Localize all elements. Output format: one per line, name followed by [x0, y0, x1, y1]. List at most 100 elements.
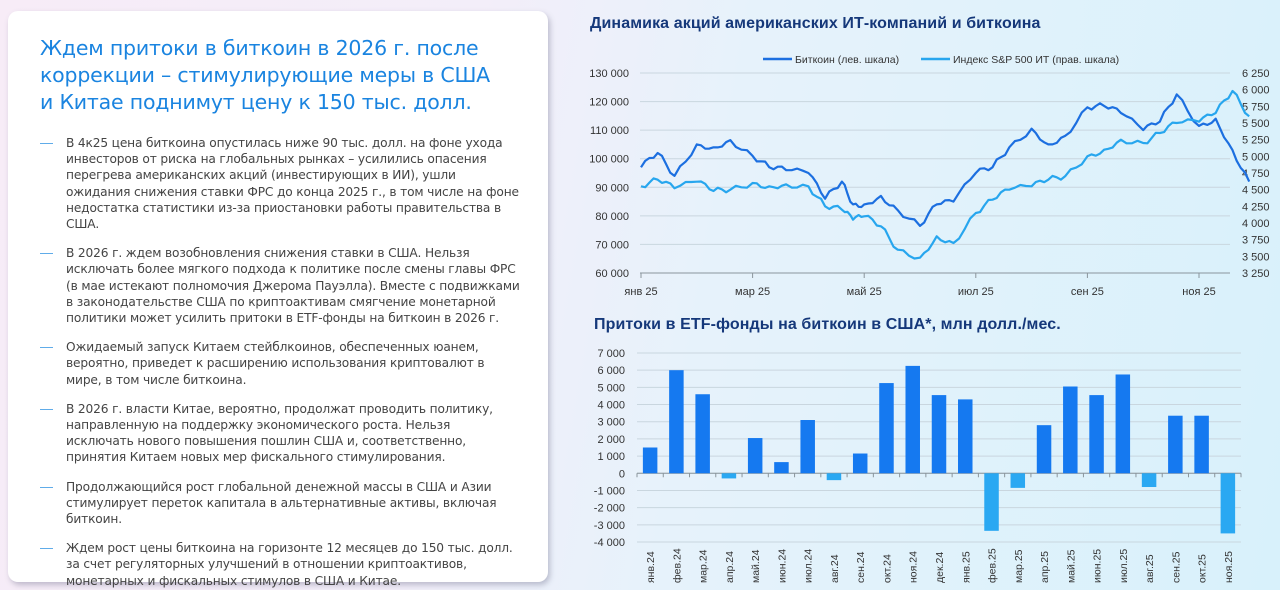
y-right-tick-label: 4 500: [1242, 185, 1270, 197]
dash-icon: —: [40, 478, 53, 494]
y-left-tick-label: 100 000: [589, 154, 629, 166]
bar-апр.24: [721, 473, 737, 479]
x-tick-label: ноя.25: [1223, 551, 1235, 583]
card-title-line-1: Ждем притоки в биткоин в 2026 г. после: [40, 36, 479, 60]
x-tick-label: апр.25: [1039, 551, 1051, 583]
bar-апр.25: [1036, 425, 1052, 474]
line-chart: 130 000 120 000 110 000 100 000 90 000 80 000…: [589, 54, 1270, 298]
y-tick-label: -4 000: [594, 537, 625, 549]
legend-label-sp500: Индекс S&P 500 ИТ (прав. шкала): [953, 54, 1119, 66]
x-tick-label: июн.24: [776, 549, 788, 583]
y-tick-label: 6 000: [597, 365, 625, 377]
bullet-text: В 4к25 цена биткоина опустилась ниже 90 …: [66, 136, 519, 232]
card-title-line-3: и Китае поднимут цену к 150 тыс. долл.: [40, 90, 472, 114]
card-title: Ждем притоки в биткоин в 2026 г. после к…: [40, 35, 520, 116]
x-tick-label: янв 25: [624, 286, 657, 298]
y-left-tick-label: 120 000: [589, 97, 629, 109]
bar-янв.25: [958, 399, 973, 474]
x-tick-label: окт.24: [881, 554, 893, 583]
y-left-tick-label: 90 000: [595, 182, 629, 194]
bullet-text: В 2026 г. ждем возобновления снижения ст…: [66, 246, 520, 326]
y-right-tick-label: 6 000: [1242, 85, 1270, 97]
bar-сен.25: [1168, 415, 1183, 474]
bullet-item: — В 2026 г. ждем возобновления снижения …: [40, 245, 520, 326]
bar-июн.25: [1089, 395, 1104, 474]
x-tick-label: ноя.24: [908, 551, 920, 583]
bar-chart-title: Притоки в ETF-фонды на биткоин в США*, м…: [594, 316, 1061, 333]
line-chart-title: Динамика акций американских ИТ-компаний …: [590, 15, 1041, 32]
bar-сен.24: [852, 453, 868, 474]
bar-ноя.24: [905, 365, 920, 474]
bullet-item: — Ожидаемый запуск Китаем стейблкоинов, …: [40, 339, 520, 388]
legend: Биткоин (лев. шкала) Индекс S&P 500 ИТ (п…: [763, 54, 1119, 66]
summary-card: Ждем притоки в биткоин в 2026 г. после к…: [8, 11, 548, 588]
bar-июл.25: [1115, 374, 1131, 474]
x-tick-label: ноя 25: [1182, 286, 1215, 298]
y-right-tick-label: 4 000: [1242, 218, 1270, 230]
bullet-item: — В 2026 г. власти Китае, вероятно, прод…: [40, 401, 520, 466]
bullet-item: — Продолжающийся рост глобальной денежно…: [40, 479, 520, 528]
x-tick-label: мар 25: [735, 286, 770, 298]
bar-дек.24: [931, 395, 947, 474]
y-tick-label: 3 000: [597, 417, 625, 429]
bar-фев.24: [669, 370, 684, 474]
bar-фев.25: [984, 473, 999, 531]
x-tick-label: янв.24: [645, 551, 657, 583]
x-tick-label: июл.25: [1118, 549, 1130, 583]
x-tick-label: сен.24: [855, 551, 867, 583]
y-right-tick-label: 3 500: [1242, 251, 1270, 263]
y-left-tick-label: 60 000: [595, 268, 629, 280]
bar-окт.24: [879, 383, 894, 474]
bar-мар.25: [1010, 473, 1026, 488]
y-right-tick-label: 5 250: [1242, 135, 1270, 147]
x-tick-label: апр.24: [724, 551, 736, 583]
bar-июл.24: [800, 420, 815, 474]
y-left-tick-label: 110 000: [590, 125, 629, 137]
y-tick-label: 4 000: [597, 400, 625, 412]
y-tick-label: 2 000: [597, 434, 625, 446]
bar-июн.24: [774, 462, 789, 474]
bar-янв.24: [642, 447, 658, 474]
x-tick-label: фев.25: [987, 548, 999, 583]
dash-icon: —: [40, 339, 53, 355]
card-title-line-2: коррекции – стимулирующие меры в США: [40, 63, 490, 87]
y-left-tick-label: 130 000: [589, 68, 629, 80]
x-tick-label: авг.24: [829, 554, 841, 583]
sp500-it-line: [640, 89, 1250, 260]
y-tick-label: 0: [619, 468, 625, 480]
bullet-item: — Ждем рост цены биткоина на горизонте 1…: [40, 540, 520, 589]
y-tick-label: 1 000: [597, 451, 625, 463]
y-right-tick-label: 3 250: [1242, 268, 1270, 280]
y-tick-label: -3 000: [594, 520, 625, 532]
x-tick-label: янв.25: [960, 551, 972, 583]
y-right-tick-label: 4 750: [1242, 168, 1270, 180]
bullet-item: — В 4к25 цена биткоина опустилась ниже 9…: [40, 135, 520, 232]
y-right-tick-label: 6 250: [1242, 68, 1270, 80]
y-left-tick-label: 80 000: [595, 211, 629, 223]
y-tick-label: -2 000: [594, 503, 625, 515]
y-right-tick-label: 5 000: [1242, 151, 1270, 163]
y-left-tick-label: 70 000: [595, 239, 629, 251]
dash-icon: —: [40, 245, 53, 261]
x-tick-label: май.25: [1065, 549, 1077, 583]
bullet-text: Продолжающийся рост глобальной денежной …: [66, 479, 497, 527]
x-tick-label: июн.25: [1092, 549, 1104, 583]
y-right-tick-label: 4 250: [1242, 201, 1270, 213]
dash-icon: —: [40, 400, 53, 416]
x-tick-label: май.24: [750, 549, 762, 583]
bar-ноя.25: [1220, 473, 1236, 534]
legend-label-bitcoin: Биткоин (лев. шкала): [795, 54, 899, 66]
x-tick-label: авг.25: [1144, 554, 1156, 583]
x-tick-label: мар.24: [698, 549, 710, 583]
x-tick-label: июл 25: [958, 286, 994, 298]
y-right-tick-label: 5 500: [1242, 118, 1270, 130]
bar-авг.25: [1141, 473, 1157, 488]
x-tick-label: фев.24: [671, 548, 683, 583]
y-tick-label: 7 000: [597, 348, 625, 360]
bar-мар.24: [695, 394, 710, 474]
x-tick-label: июл.24: [803, 549, 815, 583]
bitcoin-line: [640, 93, 1251, 227]
dash-icon: —: [40, 540, 53, 556]
x-tick-label: сен.25: [1170, 551, 1182, 583]
